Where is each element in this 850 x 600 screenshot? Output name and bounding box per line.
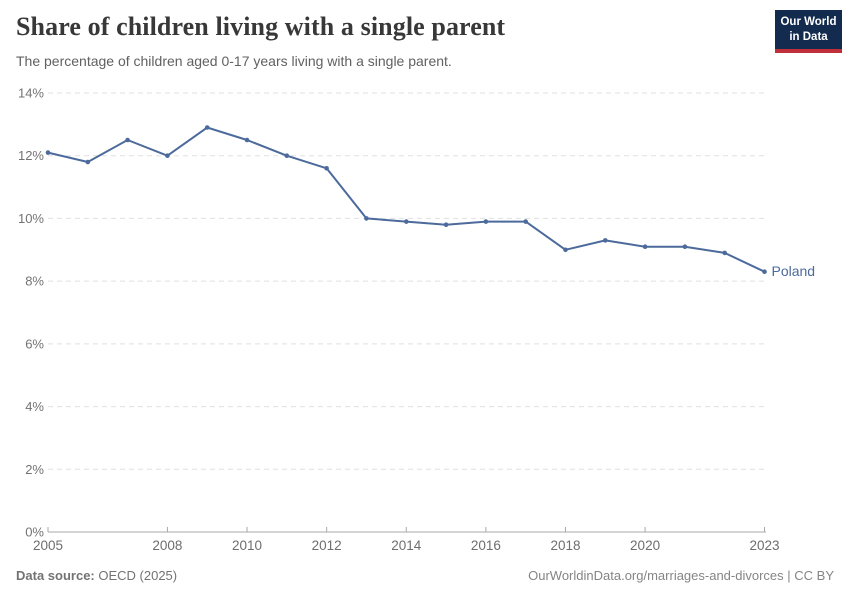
owid-url-link[interactable]: OurWorldinData.org/marriages-and-divorce…: [528, 568, 784, 583]
data-point-2009[interactable]: [204, 125, 210, 130]
data-point-2012[interactable]: [324, 166, 329, 171]
data-point-2010[interactable]: [244, 137, 250, 143]
data-source: Data source: OECD (2025): [16, 568, 177, 583]
data-point-2021[interactable]: [682, 244, 688, 249]
data-point-2006[interactable]: [85, 159, 91, 165]
license-text: | CC BY: [783, 568, 834, 583]
y-axis-label-10: 10%: [18, 211, 44, 226]
x-axis-label-2020: 2020: [630, 538, 660, 553]
x-axis-label-2008: 2008: [152, 538, 182, 553]
x-axis-label-2014: 2014: [391, 538, 422, 553]
x-axis-label-2010: 2010: [232, 538, 262, 553]
owid-logo-line2: in Data: [789, 30, 828, 43]
y-axis-label-2: 2%: [25, 462, 44, 477]
x-axis-label-2005: 2005: [33, 538, 63, 553]
y-axis-label-4: 4%: [25, 399, 44, 414]
chart-footer: Data source: OECD (2025) OurWorldinData.…: [16, 568, 834, 583]
x-axis-label-2016: 2016: [471, 538, 501, 553]
y-axis-label-8: 8%: [25, 274, 44, 289]
data-source-label: Data source:: [16, 568, 95, 583]
x-axis-label-2018: 2018: [550, 538, 580, 553]
data-point-2015[interactable]: [443, 222, 449, 227]
data-point-2017[interactable]: [523, 219, 528, 224]
data-point-2023[interactable]: [762, 269, 767, 275]
y-axis-label-0: 0%: [25, 525, 44, 540]
owid-logo[interactable]: Our World in Data: [775, 10, 842, 53]
x-axis-label-2012: 2012: [312, 538, 342, 553]
series-label-poland[interactable]: Poland: [772, 263, 816, 279]
data-point-2018[interactable]: [563, 247, 568, 253]
y-axis-label-12: 12%: [18, 148, 44, 163]
chart-subtitle: The percentage of children aged 0-17 yea…: [16, 53, 452, 69]
footer-attribution: OurWorldinData.org/marriages-and-divorce…: [528, 568, 834, 583]
page-title: Share of children living with a single p…: [16, 12, 506, 41]
data-point-2005[interactable]: [45, 150, 51, 155]
data-point-2008[interactable]: [165, 153, 170, 158]
data-point-2016[interactable]: [483, 219, 489, 224]
x-axis-label-2023: 2023: [749, 538, 779, 553]
data-point-2022[interactable]: [722, 250, 727, 256]
series-line-poland[interactable]: [47, 126, 766, 273]
data-point-2014[interactable]: [404, 219, 409, 224]
data-point-2011[interactable]: [284, 153, 290, 158]
data-source-value: OECD (2025): [94, 568, 178, 583]
data-point-2013[interactable]: [364, 216, 369, 221]
y-axis-label-6: 6%: [25, 336, 44, 351]
data-point-2007[interactable]: [125, 137, 130, 143]
owid-logo-line1: Our World: [780, 16, 837, 28]
data-point-2020[interactable]: [642, 244, 648, 249]
y-axis-label-14: 14%: [18, 86, 44, 101]
data-point-2019[interactable]: [603, 238, 608, 243]
